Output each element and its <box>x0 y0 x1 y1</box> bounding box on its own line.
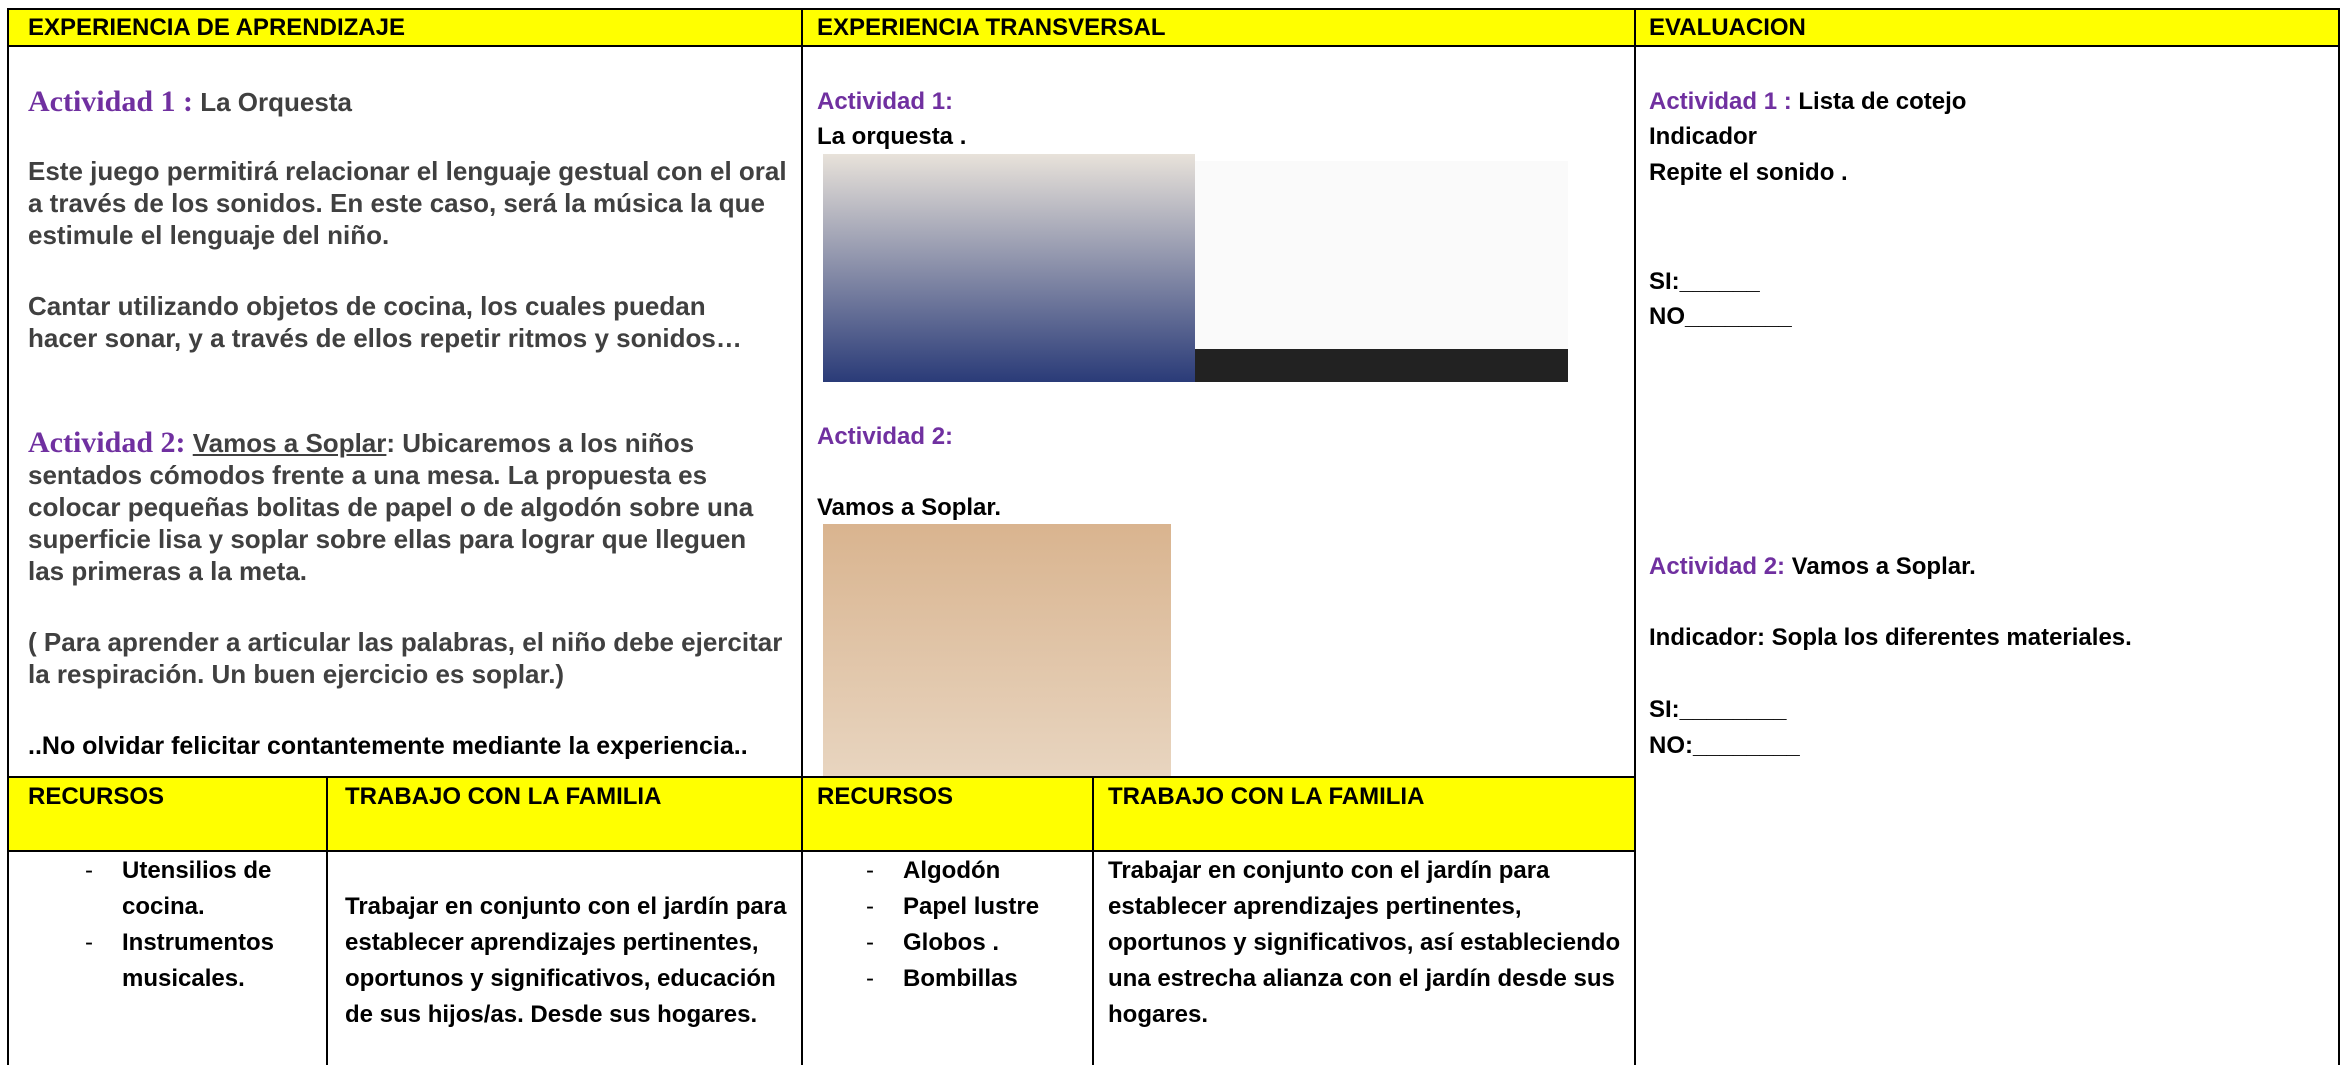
activity-title: Lista de cotejo <box>1798 88 1967 115</box>
indicator: Indicador: Sopla los diferentes material… <box>1649 624 2132 651</box>
activity-title: La orquesta . <box>817 123 967 150</box>
border <box>2338 8 2340 1065</box>
resource-item: Bombillas <box>866 961 1086 997</box>
photo <box>823 154 1195 382</box>
resources-header: RECURSOS <box>817 783 954 810</box>
photo <box>823 524 1171 777</box>
activity-title: Vamos a Soplar <box>192 428 387 458</box>
activity-text: : Ubicaremos a los niños sentados cómodo… <box>28 428 754 586</box>
border <box>326 776 328 1065</box>
border <box>1092 776 1094 1065</box>
border <box>7 776 1636 778</box>
resource-item: Instrumentos musicales. <box>85 925 320 997</box>
check-yes: SI:______ <box>1649 268 1760 295</box>
border <box>7 850 1636 852</box>
family-text: Trabajar en conjunto con el jardín para … <box>345 893 787 1028</box>
closing-note: ..No olvidar felicitar contantemente med… <box>28 732 748 760</box>
family-header: TRABAJO CON LA FAMILIA <box>1108 783 1425 810</box>
activity-heading: Actividad 2: Vamos a Soplar. <box>1649 552 1976 582</box>
activity-title: Vamos a Soplar. <box>817 494 1002 521</box>
check-no: NO:________ <box>1649 732 1800 759</box>
column-header: EXPERIENCIA DE APRENDIZAJE <box>28 14 405 41</box>
paragraph: ( Para aprender a articular las palabras… <box>28 627 783 689</box>
column-header: EVALUACION <box>1649 14 1806 41</box>
family-text: Trabajar en conjunto con el jardín para … <box>1108 857 1621 1028</box>
indicator: Indicador <box>1649 123 1758 150</box>
activity-label: Actividad 1 : <box>28 85 193 118</box>
activity-label: Actividad 2: <box>1649 553 1786 580</box>
activity-title: Vamos a Soplar. <box>1791 553 1976 580</box>
bottom-header-row <box>7 777 1635 851</box>
check-no: NO________ <box>1649 303 1792 330</box>
border <box>7 8 9 1065</box>
activity-heading: Actividad 1 : Lista de cotejo <box>1649 87 1966 117</box>
resource-item: Algodón <box>866 853 1086 889</box>
resource-list: Utensilios de cocina. Instrumentos music… <box>85 853 320 997</box>
activity-heading: Actividad 1 : La Orquesta <box>28 86 798 118</box>
paragraph: Este juego permitirá relacionar el lengu… <box>28 156 787 250</box>
border <box>1634 8 1636 1065</box>
indicator-text: Repite el sonido . <box>1649 159 1848 186</box>
resource-item: Utensilios de cocina. <box>85 853 320 925</box>
resources-header: RECURSOS <box>28 783 165 810</box>
check-yes: SI:________ <box>1649 696 1787 723</box>
activity-label: Actividad 1 : <box>1649 88 1792 115</box>
paragraph: Cantar utilizando objetos de cocina, los… <box>28 291 742 353</box>
border <box>7 45 2340 47</box>
resource-item: Globos . <box>866 925 1086 961</box>
header-row <box>7 9 2339 46</box>
resource-item: Papel lustre <box>866 889 1086 925</box>
activity-title: La Orquesta <box>200 87 352 117</box>
activity-label: Actividad 1: <box>817 88 954 115</box>
activity-label: Actividad 2: <box>28 426 186 459</box>
resource-list: Algodón Papel lustre Globos . Bombillas <box>866 853 1086 997</box>
illustration <box>1195 161 1568 382</box>
border <box>801 8 803 1065</box>
border <box>7 8 2340 10</box>
column-header: EXPERIENCIA TRANSVERSAL <box>817 14 1166 41</box>
family-header: TRABAJO CON LA FAMILIA <box>345 783 662 810</box>
paragraph: Actividad 2: Vamos a Soplar: Ubicaremos … <box>28 427 778 587</box>
activity-label: Actividad 2: <box>817 423 954 450</box>
